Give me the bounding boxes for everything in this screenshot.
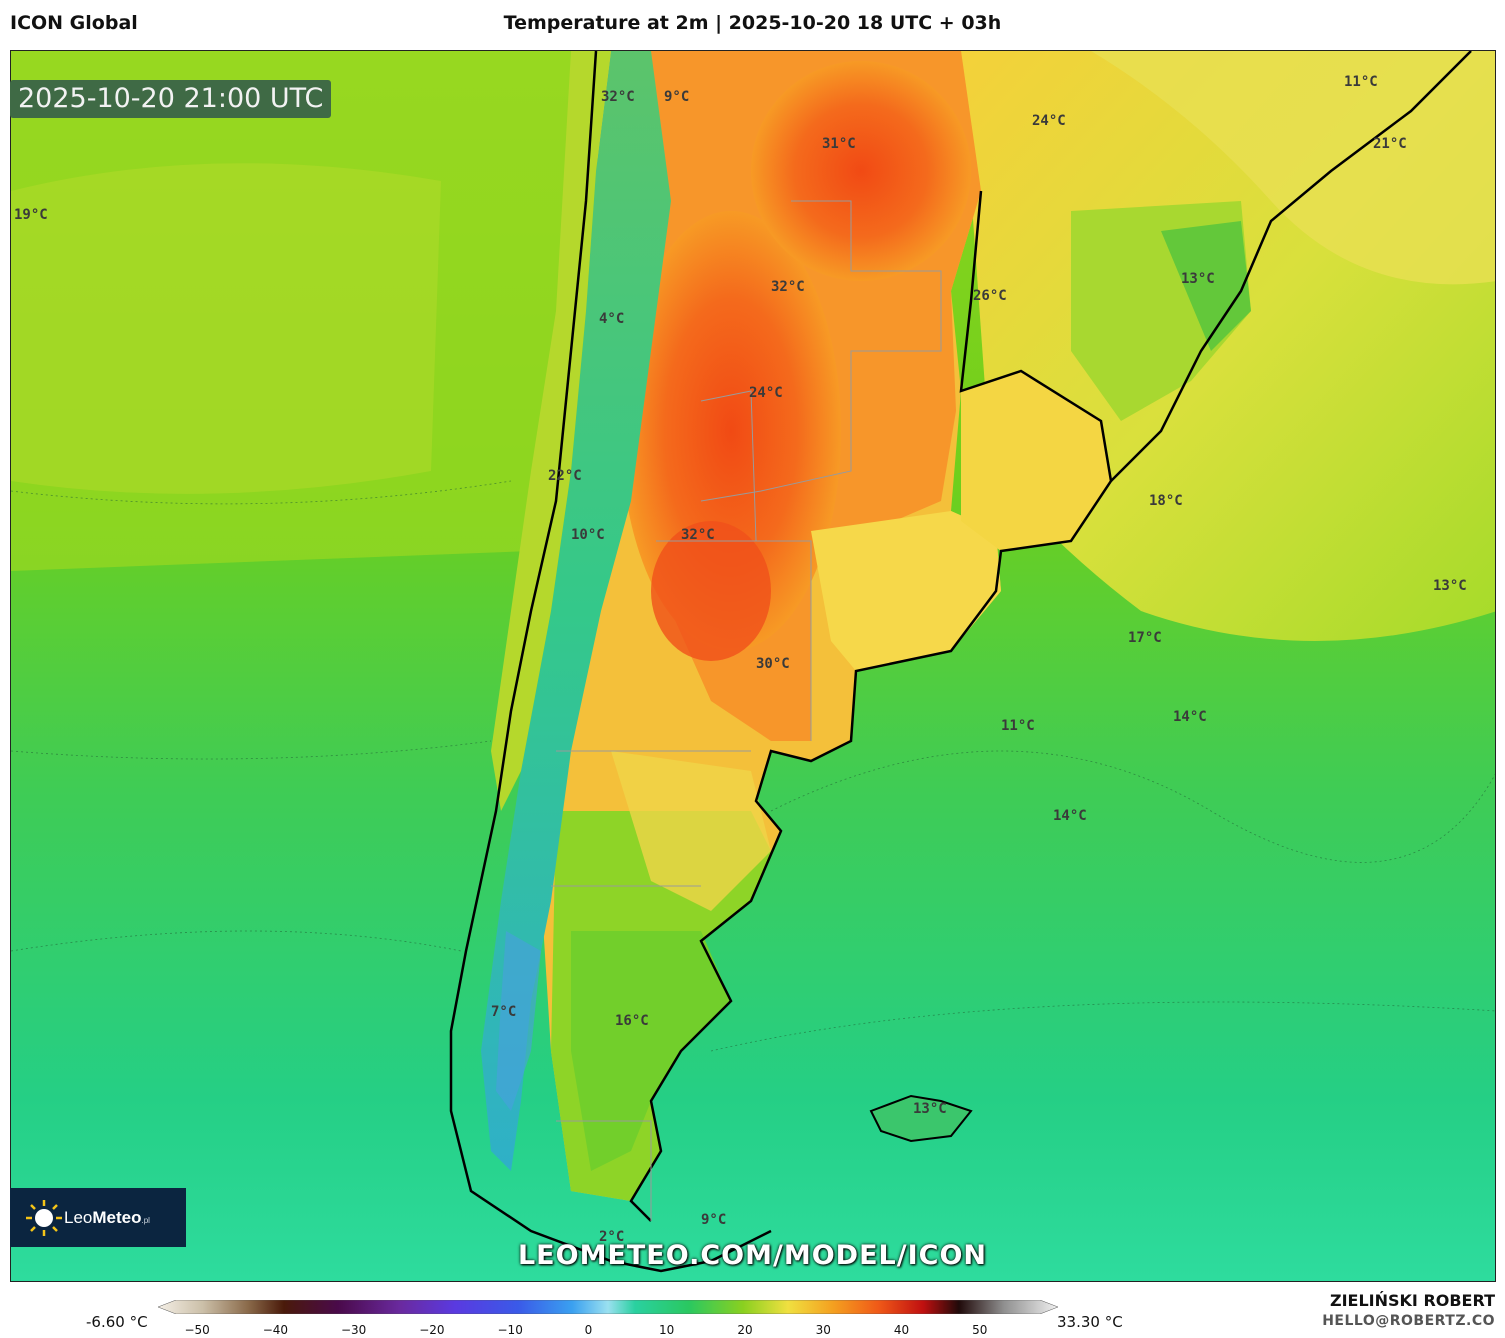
temp-label: 21°C bbox=[1373, 136, 1407, 152]
temp-label: 11°C bbox=[1344, 74, 1378, 90]
temp-label: 22°C bbox=[548, 468, 582, 484]
scale-min-label: -6.60 °C bbox=[86, 1313, 148, 1331]
author-email[interactable]: HELLO@ROBERTZ.CO bbox=[1322, 1313, 1495, 1329]
map-raster bbox=[11, 51, 1495, 1281]
temp-label: 18°C bbox=[1149, 493, 1183, 509]
scale-tick-label: −10 bbox=[497, 1323, 523, 1337]
temp-label: 31°C bbox=[822, 136, 856, 152]
temp-label: 30°C bbox=[756, 656, 790, 672]
temp-label: 14°C bbox=[1173, 709, 1207, 725]
sun-icon bbox=[26, 1200, 62, 1236]
temp-label: 7°C bbox=[491, 1004, 517, 1020]
scale-tick-label: −40 bbox=[262, 1323, 289, 1337]
temperature-map[interactable]: 32°C 9°C 31°C 24°C 11°C 21°C 19°C 32°C 2… bbox=[10, 50, 1496, 1282]
temp-label: 13°C bbox=[1433, 578, 1467, 594]
color-scale-bar bbox=[158, 1300, 1058, 1314]
temp-label: 24°C bbox=[1032, 113, 1066, 129]
logo-wordmark: LeoMeteo.pl bbox=[64, 1208, 150, 1228]
temp-label: 16°C bbox=[615, 1013, 649, 1029]
temp-label: 2°C bbox=[599, 1229, 625, 1245]
scale-tick-label: 0 bbox=[584, 1323, 593, 1337]
temp-label: 26°C bbox=[973, 288, 1007, 304]
model-name: ICON Global bbox=[10, 12, 138, 34]
temp-label: 19°C bbox=[14, 207, 48, 223]
temp-label: 4°C bbox=[599, 311, 625, 327]
color-scale-ticks: −50 −40 −30 −20 −10 0 10 20 30 40 50 bbox=[0, 1323, 1505, 1338]
watermark-url: LEOMETEO.COM/MODEL/ICON bbox=[517, 1240, 988, 1271]
temp-label: 17°C bbox=[1128, 630, 1162, 646]
temp-label: 32°C bbox=[601, 89, 635, 105]
scale-tick-label: 30 bbox=[815, 1323, 831, 1337]
temp-label: 11°C bbox=[1001, 718, 1035, 734]
logo-suffix: .pl bbox=[141, 1216, 150, 1225]
map-title: Temperature at 2m | 2025-10-20 18 UTC + … bbox=[503, 12, 1002, 34]
logo-word-bold: Meteo bbox=[92, 1208, 142, 1227]
scale-tick-label: 40 bbox=[893, 1323, 910, 1337]
temp-label: 9°C bbox=[701, 1212, 727, 1228]
temp-label: 32°C bbox=[681, 527, 715, 543]
scale-tick-label: 50 bbox=[972, 1323, 988, 1337]
temp-label: 10°C bbox=[571, 527, 605, 543]
scale-max-label: 33.30 °C bbox=[1057, 1313, 1123, 1331]
temp-label: 24°C bbox=[749, 385, 783, 401]
author-name: ZIELIŃSKI ROBERT bbox=[1329, 1291, 1495, 1310]
scale-tick-label: −50 bbox=[184, 1323, 210, 1337]
leometeo-logo[interactable]: LeoMeteo.pl bbox=[10, 1188, 186, 1247]
valid-time-badge: 2025-10-20 21:00 UTC bbox=[10, 80, 332, 118]
scale-tick-label: 20 bbox=[737, 1323, 753, 1337]
logo-word-light: Leo bbox=[64, 1208, 93, 1227]
temp-label: 32°C bbox=[771, 279, 805, 295]
scale-tick-label: −30 bbox=[340, 1323, 367, 1337]
temp-label: 14°C bbox=[1053, 808, 1087, 824]
scale-tick-label: 10 bbox=[659, 1323, 675, 1337]
temp-label: 13°C bbox=[913, 1101, 947, 1117]
temp-label: 9°C bbox=[664, 89, 690, 105]
scale-tick-label: −20 bbox=[419, 1323, 445, 1337]
temp-label: 13°C bbox=[1181, 271, 1215, 287]
